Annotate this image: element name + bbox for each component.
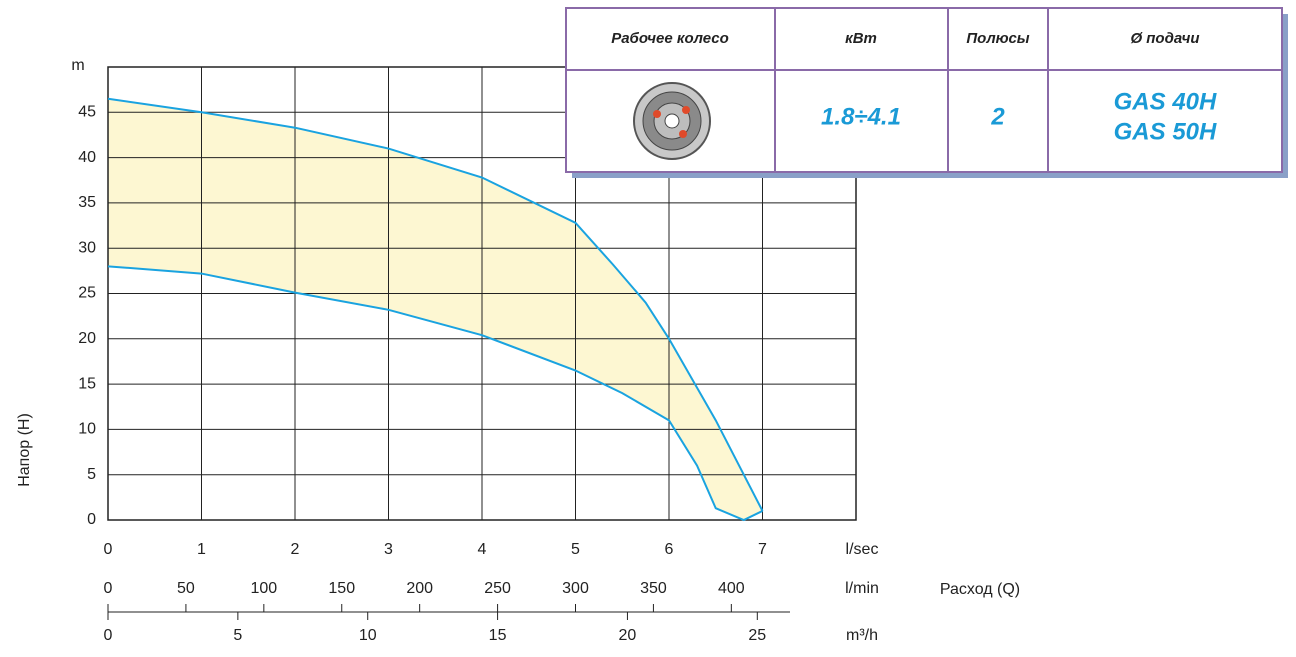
- y-tick-label: 15: [78, 375, 96, 392]
- secondary-tick-label: 20: [619, 627, 637, 644]
- y-unit: m: [71, 57, 84, 74]
- table-header: кВт: [845, 30, 877, 47]
- secondary-tick-label: 15: [489, 627, 507, 644]
- x-tick-label: 6: [665, 541, 674, 558]
- curve: [107, 265, 763, 522]
- y-tick-label: 10: [78, 421, 96, 438]
- secondary-tick-label: 150: [328, 580, 355, 597]
- secondary-tick-label: 400: [718, 580, 745, 597]
- secondary-tick-label: 350: [640, 580, 667, 597]
- x-unit: l/sec: [846, 541, 879, 558]
- x-tick-label: 0: [104, 541, 113, 558]
- secondary-tick-label: 50: [177, 580, 195, 597]
- secondary-tick-label: 0: [104, 627, 113, 644]
- y-tick-label: 25: [78, 285, 96, 302]
- y-tick-label: 0: [87, 511, 96, 528]
- x-axis-title: Расход (Q): [940, 581, 1020, 598]
- x-tick-label: 5: [571, 541, 580, 558]
- band-fill: [108, 98, 763, 521]
- x-tick-label: 7: [758, 541, 767, 558]
- table-cell: 2: [990, 103, 1005, 130]
- impeller-icon: [633, 82, 711, 160]
- secondary-tick-label: 100: [250, 580, 277, 597]
- table-header: Ø подачи: [1130, 30, 1199, 47]
- table-cell: GAS 50H: [1114, 118, 1217, 145]
- curve: [107, 97, 764, 512]
- x-tick-label: 4: [478, 541, 487, 558]
- y-tick-label: 35: [78, 194, 96, 211]
- x-tick-label: 2: [291, 541, 300, 558]
- secondary-tick-label: 10: [359, 627, 377, 644]
- table-cell: GAS 40H: [1114, 88, 1217, 115]
- y-tick-label: 30: [78, 239, 96, 256]
- x-tick-label: 3: [384, 541, 393, 558]
- table-cell: 1.8÷4.1: [821, 103, 901, 130]
- secondary-tick-label: 200: [406, 580, 433, 597]
- secondary-tick-label: 5: [233, 627, 242, 644]
- secondary-unit: l/min: [845, 580, 879, 597]
- y-axis-title: Напор (H): [16, 413, 33, 487]
- plot-frame: [107, 66, 857, 521]
- secondary-tick-label: 0: [104, 580, 113, 597]
- y-tick-label: 45: [78, 104, 96, 121]
- spec-table: Рабочее колесо кВт Полюсы Ø подачи 1.8÷4…: [565, 7, 1288, 178]
- y-tick-label: 40: [78, 149, 96, 166]
- y-tick-label: 20: [78, 330, 96, 347]
- secondary-tick-label: 250: [484, 580, 511, 597]
- secondary-tick-label: 300: [562, 580, 589, 597]
- table-header: Полюсы: [966, 30, 1029, 47]
- secondary-tick-label: 25: [748, 627, 766, 644]
- secondary-unit: m³/h: [846, 627, 878, 644]
- table-header: Рабочее колесо: [611, 30, 729, 47]
- y-tick-label: 5: [87, 466, 96, 483]
- x-tick-label: 1: [197, 541, 206, 558]
